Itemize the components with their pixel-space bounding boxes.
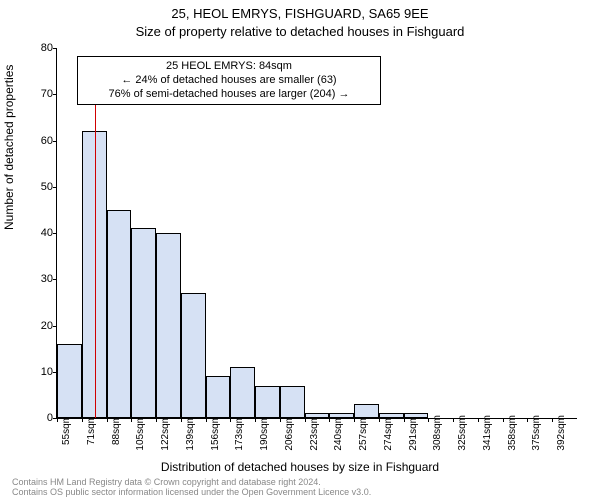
x-tick-mark — [181, 418, 182, 422]
x-tick-label: 358sqm — [507, 415, 518, 451]
x-tick-label: 291sqm — [408, 415, 419, 451]
y-tick: 0 — [27, 412, 53, 424]
histogram-bar — [181, 293, 206, 418]
y-tick: 50 — [27, 181, 53, 193]
histogram-bar — [305, 413, 330, 418]
y-tick: 70 — [27, 88, 53, 100]
annotation-line: ← 24% of detached houses are smaller (63… — [84, 74, 374, 88]
x-tick-mark — [354, 418, 355, 422]
x-tick-mark — [230, 418, 231, 422]
histogram-bar — [57, 344, 82, 418]
x-tick-label: 190sqm — [259, 415, 270, 451]
histogram-bar — [280, 386, 305, 418]
footer-attribution: Contains HM Land Registry data © Crown c… — [12, 478, 371, 498]
x-tick-mark — [107, 418, 108, 422]
annotation-line: 76% of semi-detached houses are larger (… — [84, 88, 374, 102]
x-tick-label: 206sqm — [284, 415, 295, 451]
x-tick-mark — [57, 418, 58, 422]
x-tick-mark — [156, 418, 157, 422]
x-tick-mark — [503, 418, 504, 422]
x-tick-label: 341sqm — [482, 415, 493, 451]
x-tick-label: 325sqm — [457, 415, 468, 451]
x-tick-mark — [478, 418, 479, 422]
footer-line2: Contains OS public sector information li… — [12, 488, 371, 498]
x-tick-label: 223sqm — [309, 415, 320, 451]
histogram-bar — [354, 404, 379, 418]
histogram-bar — [379, 413, 404, 418]
chart-container: { "titles": { "line1": "25, HEOL EMRYS, … — [0, 0, 600, 500]
x-tick-label: 392sqm — [556, 415, 567, 451]
histogram-bar — [329, 413, 354, 418]
x-tick-mark — [206, 418, 207, 422]
histogram-bar — [404, 413, 429, 418]
x-axis-label: Distribution of detached houses by size … — [0, 460, 600, 474]
x-tick-mark — [428, 418, 429, 422]
x-tick-label: 257sqm — [358, 415, 369, 451]
y-tick: 30 — [27, 273, 53, 285]
x-tick-label: 105sqm — [135, 415, 146, 451]
x-tick-mark — [82, 418, 83, 422]
x-tick-mark — [379, 418, 380, 422]
x-tick-mark — [131, 418, 132, 422]
plot-area: 0102030405060708055sqm71sqm88sqm105sqm12… — [56, 48, 577, 419]
y-tick: 60 — [27, 135, 53, 147]
chart-title-line1: 25, HEOL EMRYS, FISHGUARD, SA65 9EE — [0, 6, 600, 21]
x-tick-label: 88sqm — [111, 415, 122, 445]
histogram-bar — [206, 376, 231, 418]
x-tick-label: 122sqm — [160, 415, 171, 451]
histogram-bar — [107, 210, 132, 418]
x-tick-mark — [453, 418, 454, 422]
y-tick: 20 — [27, 320, 53, 332]
property-marker-line — [95, 70, 96, 418]
y-tick: 80 — [27, 42, 53, 54]
y-axis-label: Number of detached properties — [2, 65, 16, 230]
annotation-box: 25 HEOL EMRYS: 84sqm← 24% of detached ho… — [77, 56, 381, 105]
x-tick-label: 71sqm — [86, 415, 97, 445]
x-tick-label: 139sqm — [185, 415, 196, 451]
x-tick-label: 156sqm — [210, 415, 221, 451]
x-tick-mark — [305, 418, 306, 422]
x-tick-mark — [552, 418, 553, 422]
x-tick-mark — [280, 418, 281, 422]
x-tick-mark — [527, 418, 528, 422]
x-tick-mark — [404, 418, 405, 422]
x-tick-mark — [329, 418, 330, 422]
x-tick-label: 173sqm — [234, 415, 245, 451]
histogram-bar — [156, 233, 181, 418]
chart-title-line2: Size of property relative to detached ho… — [0, 24, 600, 39]
x-tick-label: 274sqm — [383, 415, 394, 451]
annotation-line: 25 HEOL EMRYS: 84sqm — [84, 60, 374, 74]
x-tick-label: 375sqm — [531, 415, 542, 451]
histogram-bar — [230, 367, 255, 418]
histogram-bar — [255, 386, 280, 418]
y-tick: 10 — [27, 366, 53, 378]
x-tick-label: 55sqm — [61, 415, 72, 445]
y-tick: 40 — [27, 227, 53, 239]
x-tick-label: 240sqm — [333, 415, 344, 451]
x-tick-mark — [255, 418, 256, 422]
histogram-bar — [131, 228, 156, 418]
x-tick-label: 308sqm — [432, 415, 443, 451]
